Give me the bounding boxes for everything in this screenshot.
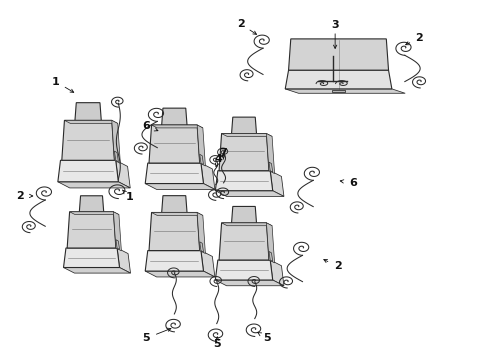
Polygon shape: [267, 223, 274, 263]
Polygon shape: [58, 160, 119, 182]
Polygon shape: [116, 240, 120, 249]
Text: 5: 5: [264, 333, 271, 343]
Polygon shape: [149, 125, 200, 163]
Text: 1: 1: [52, 77, 60, 87]
Polygon shape: [200, 154, 203, 165]
Text: 5: 5: [214, 339, 221, 349]
Text: 7: 7: [219, 148, 227, 158]
Polygon shape: [200, 242, 203, 252]
Polygon shape: [65, 120, 118, 123]
Polygon shape: [215, 260, 273, 280]
Polygon shape: [75, 103, 101, 120]
Text: 2: 2: [16, 191, 24, 201]
Text: 1: 1: [125, 192, 133, 202]
Polygon shape: [145, 163, 203, 184]
Text: 6: 6: [349, 178, 357, 188]
Polygon shape: [151, 125, 203, 128]
Polygon shape: [285, 70, 392, 89]
Polygon shape: [145, 271, 215, 277]
Polygon shape: [162, 108, 187, 125]
Polygon shape: [58, 182, 130, 188]
Polygon shape: [149, 212, 200, 251]
Text: 4: 4: [214, 154, 222, 164]
Text: 2: 2: [237, 19, 245, 29]
Polygon shape: [215, 171, 273, 191]
Polygon shape: [64, 267, 130, 273]
Polygon shape: [201, 251, 215, 277]
Polygon shape: [289, 39, 389, 70]
Polygon shape: [145, 251, 203, 271]
Polygon shape: [79, 196, 104, 212]
Polygon shape: [270, 260, 284, 286]
Polygon shape: [201, 163, 215, 189]
Polygon shape: [197, 212, 205, 253]
Text: 2: 2: [334, 261, 342, 271]
Polygon shape: [145, 184, 215, 189]
Polygon shape: [197, 125, 205, 166]
Polygon shape: [219, 223, 269, 260]
Polygon shape: [270, 171, 284, 197]
Polygon shape: [117, 248, 130, 273]
Polygon shape: [70, 212, 119, 215]
Polygon shape: [221, 134, 272, 136]
Polygon shape: [67, 212, 116, 248]
Polygon shape: [269, 162, 273, 172]
Bar: [332, 90, 345, 92]
Polygon shape: [62, 120, 115, 160]
Polygon shape: [215, 191, 284, 197]
Polygon shape: [267, 134, 274, 174]
Polygon shape: [162, 196, 187, 212]
Polygon shape: [215, 280, 284, 286]
Text: 6: 6: [142, 121, 150, 131]
Polygon shape: [219, 134, 269, 171]
Polygon shape: [116, 160, 130, 188]
Polygon shape: [232, 117, 256, 134]
Polygon shape: [64, 248, 120, 267]
Polygon shape: [285, 89, 405, 93]
Polygon shape: [232, 206, 256, 223]
Polygon shape: [112, 120, 121, 163]
Polygon shape: [151, 212, 203, 215]
Polygon shape: [114, 212, 122, 251]
Text: 3: 3: [331, 19, 339, 30]
Polygon shape: [221, 223, 272, 226]
Polygon shape: [269, 251, 273, 261]
Text: 5: 5: [142, 333, 150, 343]
Text: 2: 2: [416, 33, 423, 43]
Polygon shape: [115, 151, 119, 162]
